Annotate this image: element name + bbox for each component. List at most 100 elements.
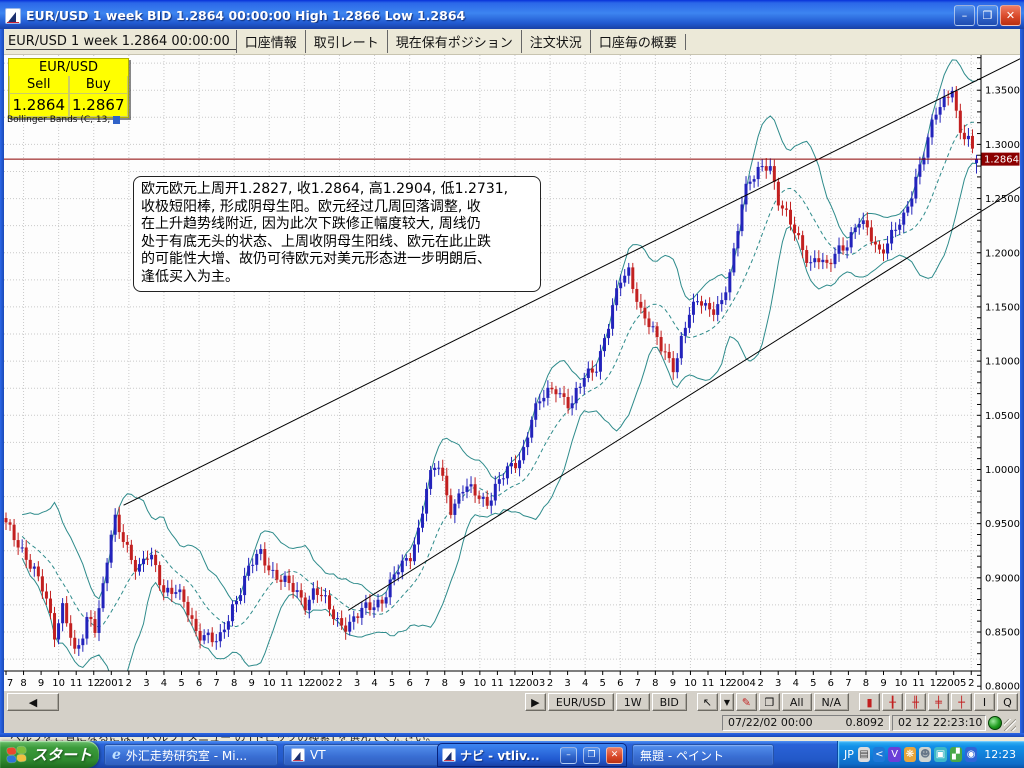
search-icon[interactable]: ◉ [964, 747, 978, 762]
annotation-line: 在上升趋势线附近, 因为此次下跌修正幅度较大, 周线仍 [141, 216, 481, 232]
svg-text:11: 11 [280, 678, 293, 689]
nav-minimize-button[interactable]: – [560, 746, 577, 764]
network-icon[interactable]: ▞ [949, 747, 962, 762]
chart-scrollbar-row[interactable]: ◀ ▶ EUR/USD 1W BID ↖ ▼ ✎ ❐ All N/A ▮ ╂ ╫… [4, 690, 1020, 712]
svg-text:4: 4 [371, 678, 377, 689]
svg-text:8: 8 [863, 678, 869, 689]
ohlc-type-button[interactable]: ╪ [928, 693, 949, 711]
cursor-tool-button[interactable]: ↖ [696, 693, 718, 711]
candlestick-type-button[interactable]: ▮ [859, 693, 880, 711]
keyboard-icon[interactable]: ▤ [857, 747, 871, 762]
nav-maximize-button[interactable]: ❐ [583, 746, 600, 764]
taskbar-item-paint[interactable]: 無題 - ペイント [632, 744, 774, 766]
annotation-line: 收极短阳棒, 形成阴母生阳。欧元经过几周回落调整, 收 [141, 198, 481, 215]
scroll-right-button[interactable]: ▶ [524, 693, 546, 711]
svg-text:6: 6 [828, 678, 834, 689]
vt-app-icon [291, 748, 305, 762]
svg-text:5: 5 [600, 678, 606, 689]
cursor-price: 0.8092 [845, 716, 885, 729]
svg-text:4: 4 [793, 678, 799, 689]
messenger-icon[interactable]: ☻ [919, 747, 932, 762]
taskbar-item-vt[interactable]: VT [283, 744, 455, 766]
svg-text:6: 6 [406, 678, 412, 689]
svg-text:7: 7 [635, 678, 641, 689]
svg-text:8: 8 [20, 678, 26, 689]
scroll-left-button[interactable]: ◀ [7, 693, 59, 711]
windows-logo-icon [6, 745, 27, 763]
minimize-button[interactable]: – [954, 5, 975, 26]
svg-text:1.0000: 1.0000 [985, 465, 1020, 476]
line-type-button[interactable]: I [974, 693, 995, 711]
svg-text:4: 4 [582, 678, 588, 689]
svg-text:1.1500: 1.1500 [985, 302, 1020, 313]
internet-explorer-icon: e [112, 747, 121, 763]
taskbar-clock: 12:23 [984, 748, 1016, 761]
svg-text:7: 7 [213, 678, 219, 689]
svg-text:1.3000: 1.3000 [985, 140, 1020, 151]
menu-item-open-positions[interactable]: 現在保有ポジション [386, 30, 521, 53]
indicator-color-chip [113, 115, 121, 124]
close-button[interactable]: ✕ [1000, 5, 1021, 26]
menu-item-dealing-rates[interactable]: 取引レート [304, 30, 387, 53]
quote-box: EUR/USD Sell Buy 1.2864 1.2867 [8, 58, 129, 118]
maximize-button[interactable]: ❐ [977, 5, 998, 26]
taskbar-item-label: 外汇走势研究室 - Mi... [125, 748, 248, 763]
menu-item-order-status[interactable]: 注文状況 [520, 30, 590, 53]
svg-text:9: 9 [38, 678, 44, 689]
menu-item-account-info[interactable]: 口座情報 [235, 30, 305, 53]
display-icon[interactable]: ▣ [934, 747, 947, 762]
svg-text:1.3500: 1.3500 [985, 86, 1020, 97]
chart-pane[interactable]: 1.3500 1.3000 1.2500 1.2000 1.1500 1.1000 1.05… [4, 55, 1020, 690]
windows-update-icon[interactable]: ❋ [903, 747, 917, 762]
window-border-right [1020, 29, 1024, 737]
language-bar-icon[interactable]: < [873, 747, 886, 762]
svg-text:0.9500: 0.9500 [985, 519, 1020, 530]
svg-text:2004: 2004 [730, 678, 755, 689]
cross-type-button[interactable]: ┼ [951, 693, 972, 711]
svg-text:7: 7 [424, 678, 430, 689]
taskbar-item-browser[interactable]: e 外汇走势研究室 - Mi... [104, 744, 278, 766]
all-button[interactable]: All [781, 693, 812, 711]
taskbar-item-label: VT [310, 748, 326, 762]
svg-text:9: 9 [459, 678, 465, 689]
quote-pair-label: EUR/USD [39, 60, 98, 75]
resize-grip[interactable] [1004, 719, 1016, 731]
svg-text:2002: 2002 [309, 678, 334, 689]
bar-type-button[interactable]: ╂ [882, 693, 903, 711]
menu-item-account-summary[interactable]: 口座毎の概要 [589, 30, 685, 53]
svg-text:7: 7 [845, 678, 851, 689]
symbol-button[interactable]: EUR/USD [547, 693, 614, 711]
price-chart[interactable]: 1.3500 1.3000 1.2500 1.2000 1.1500 1.1000 1.05… [4, 55, 1020, 690]
price-type-button[interactable]: BID [651, 693, 687, 711]
taskbar-item-label: 無題 - ペイント [640, 748, 724, 763]
antivirus-icon[interactable]: V [888, 747, 901, 762]
sell-price-button[interactable]: 1.2864 [9, 94, 69, 117]
cursor-tool-dropdown[interactable]: ▼ [719, 693, 734, 711]
menu-bar: EUR/USD 1 week 1.2864 00:00:00 口座情報 取引レー… [0, 29, 1024, 55]
connection-status-icon [988, 715, 1002, 730]
nav-mini-window[interactable]: ナビ - vtliv... – ❐ ✕ [437, 743, 627, 767]
buy-price-button[interactable]: 1.2867 [68, 94, 128, 117]
svg-text:2: 2 [968, 678, 974, 689]
start-button[interactable]: スタート [0, 741, 99, 768]
language-indicator[interactable]: JP [844, 748, 854, 761]
quote-panel-button[interactable]: Q [997, 693, 1018, 711]
draw-tool-button[interactable]: ✎ [735, 693, 757, 711]
svg-text:1.1000: 1.1000 [985, 357, 1020, 368]
chart-annotation-box[interactable]: 欧元欧元上周开1.2827, 收1.2864, 高1.2904, 低1.2731… [133, 176, 541, 292]
svg-text:1.2864: 1.2864 [984, 155, 1019, 166]
svg-text:3: 3 [564, 678, 570, 689]
chart-tab-label[interactable]: EUR/USD 1 week 1.2864 00:00:00 [6, 33, 236, 50]
annotation-line: 处于有底无头的状态、上周收阴母生阳线、欧元在此止跌 [141, 233, 491, 250]
svg-text:3: 3 [354, 678, 360, 689]
windows-layout-button[interactable]: ❐ [758, 693, 780, 711]
svg-text:10: 10 [684, 678, 697, 689]
svg-text:8: 8 [231, 678, 237, 689]
timeframe-button[interactable]: 1W [615, 693, 650, 711]
nav-close-button[interactable]: ✕ [606, 746, 623, 764]
svg-text:2005: 2005 [941, 678, 966, 689]
hlc-type-button[interactable]: ╫ [905, 693, 926, 711]
svg-text:0.8000: 0.8000 [985, 682, 1020, 690]
na-button[interactable]: N/A [813, 693, 849, 711]
sell-label: Sell [9, 76, 69, 94]
